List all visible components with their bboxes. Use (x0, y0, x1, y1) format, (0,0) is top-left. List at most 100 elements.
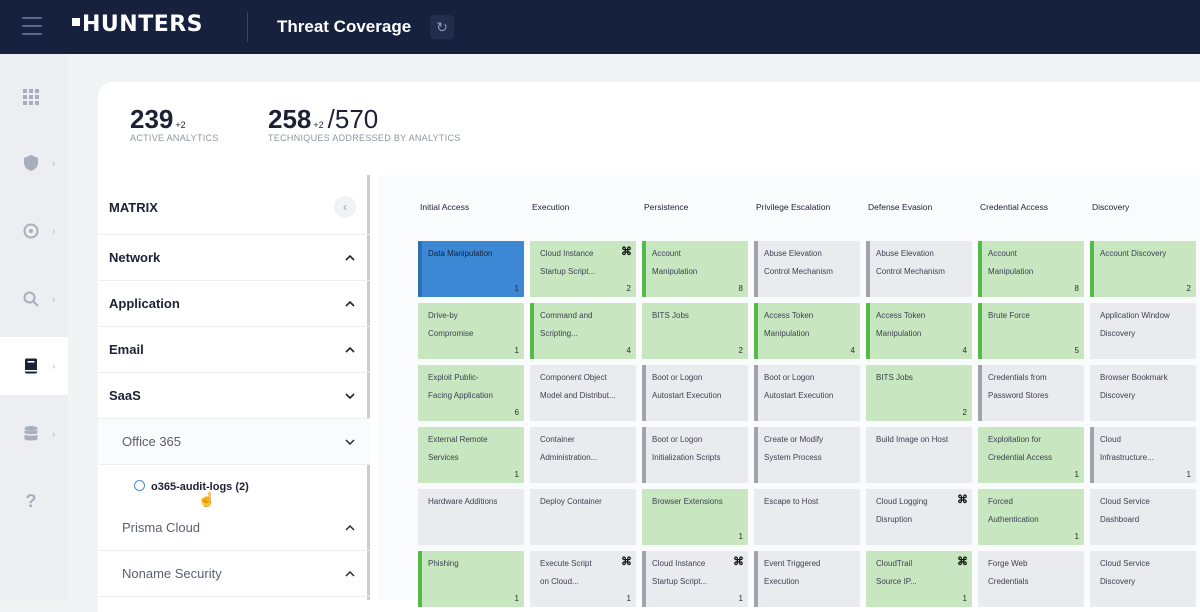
technique-cell-cloud-logging-disruption[interactable]: Cloud Logging Disruption ⌘ (866, 489, 972, 545)
analytics-count: 1 (514, 284, 519, 293)
rail-item-help[interactable]: ? (0, 472, 68, 530)
technique-cell-escape-to-host[interactable]: Escape to Host (754, 489, 860, 545)
technique-cell-cloud-infrastructure[interactable]: Cloud Infrastructure... 1 (1090, 427, 1196, 483)
section-network[interactable]: Network (98, 235, 370, 281)
technique-cell-credentials-from-password-stores[interactable]: Credentials from Password Stores (978, 365, 1084, 421)
rail-item-data[interactable]: › (0, 405, 68, 463)
coverage-bar (642, 551, 646, 607)
sub-technique-icon[interactable]: ⌘ (621, 246, 632, 258)
coverage-bar (642, 241, 646, 297)
technique-cell-bits-jobs[interactable]: BITS Jobs 2 (642, 303, 748, 359)
technique-cell-application-window-discovery[interactable]: Application Window Discovery (1090, 303, 1196, 359)
technique-cell-boot-or-logon-autostart-execution[interactable]: Boot or Logon Autostart Execution (642, 365, 748, 421)
technique-cell-account-manipulation[interactable]: Account Manipulation 8 (978, 241, 1084, 297)
technique-cell-abuse-elevation-control-mechanism[interactable]: Abuse Elevation Control Mechanism (866, 241, 972, 297)
technique-cell-brute-force[interactable]: Brute Force 5 (978, 303, 1084, 359)
chevron-up-icon[interactable] (344, 344, 356, 356)
technique-cell-deploy-container[interactable]: Deploy Container (530, 489, 636, 545)
technique-cell-build-image-on-host[interactable]: Build Image on Host (866, 427, 972, 483)
hunters-logo[interactable]: HUNTERS (72, 12, 203, 37)
analytics-count: 1 (514, 470, 519, 479)
chevron-up-icon[interactable] (344, 522, 356, 534)
sub-technique-icon[interactable]: ⌘ (621, 556, 632, 568)
technique-cell-access-token-manipulation[interactable]: Access Token Manipulation 4 (866, 303, 972, 359)
technique-name-cont: Services (428, 453, 459, 462)
sub-technique-icon[interactable]: ⌘ (733, 556, 744, 568)
technique-cell-exploit-public-facing-application[interactable]: Exploit Public- Facing Application 6 (418, 365, 524, 421)
technique-cell-execute-script-on-cloud[interactable]: Execute Script on Cloud... 1 ⌘ (530, 551, 636, 607)
chevron-up-icon[interactable] (344, 298, 356, 310)
technique-cell-container-administration[interactable]: Container Administration... (530, 427, 636, 483)
chevron-up-icon[interactable] (344, 252, 356, 264)
technique-cell-data-manipulation[interactable]: Data Manipulation 1 (418, 241, 524, 297)
technique-cell-command-and-scripting[interactable]: Command and Scripting... 4 (530, 303, 636, 359)
technique-cell-exploitation-for-credential-access[interactable]: Exploitation for Credential Access 1 (978, 427, 1084, 483)
technique-cell-forced-authentication[interactable]: Forced Authentication 1 (978, 489, 1084, 545)
technique-cell-account-manipulation[interactable]: Account Manipulation 8 (642, 241, 748, 297)
sub-technique-icon[interactable]: ⌘ (957, 556, 968, 568)
matrix-sidebar: MATRIX ‹ Network Application Email SaaS … (98, 175, 370, 600)
technique-cell-external-remote-services[interactable]: External Remote Services 1 (418, 427, 524, 483)
technique-name-cont: Model and Distribut... (540, 391, 616, 400)
analytics-count: 2 (962, 408, 967, 417)
section-application[interactable]: Application (98, 281, 370, 327)
technique-cell-cloud-instance-startup-script[interactable]: Cloud Instance Startup Script... 2 ⌘ (530, 241, 636, 297)
technique-cell-phishing[interactable]: Phishing 1 (418, 551, 524, 607)
technique-cell-hardware-additions[interactable]: Hardware Additions (418, 489, 524, 545)
technique-cell-cloudtrail-source-ip[interactable]: CloudTrail Source IP... 1 ⌘ (866, 551, 972, 607)
chevron-right-icon: › (52, 157, 56, 169)
technique-cell-access-token-manipulation[interactable]: Access Token Manipulation 4 (754, 303, 860, 359)
sub-technique-icon[interactable]: ⌘ (957, 494, 968, 506)
technique-cell-drive-by-compromise[interactable]: Drive-by Compromise 1 (418, 303, 524, 359)
chevron-right-icon: › (52, 293, 56, 305)
rail-item-library[interactable]: › (0, 337, 68, 395)
technique-name-cont: System Process (764, 453, 822, 462)
chevron-down-icon[interactable] (344, 390, 356, 402)
technique-cell-create-or-modify-system-process[interactable]: Create or Modify System Process (754, 427, 860, 483)
analytics-count: 2 (738, 346, 743, 355)
subsection-noname-security[interactable]: Noname Security (98, 551, 370, 597)
technique-cell-cloud-instance-startup-script[interactable]: Cloud Instance Startup Script... 1 ⌘ (642, 551, 748, 607)
analytics-count: 5 (1074, 346, 1079, 355)
technique-name: Cloud Logging (876, 497, 928, 506)
rail-item-targets[interactable]: › (0, 202, 68, 260)
coverage-bar (978, 365, 982, 421)
technique-name-cont: Password Stores (988, 391, 1049, 400)
technique-cell-cloud-service-dashboard[interactable]: Cloud Service Dashboard (1090, 489, 1196, 545)
technique-name: Browser Extensions (652, 497, 723, 506)
technique-cell-bits-jobs[interactable]: BITS Jobs 2 (866, 365, 972, 421)
refresh-icon[interactable]: ↻ (430, 15, 454, 39)
rail-item-dashboard[interactable] (0, 68, 68, 126)
technique-cell-browser-extensions[interactable]: Browser Extensions 1 (642, 489, 748, 545)
rail-item-security[interactable]: › (0, 134, 68, 192)
technique-name-cont: Control Mechanism (876, 267, 945, 276)
section-saas[interactable]: SaaS (98, 373, 370, 419)
coverage-bar (642, 365, 646, 421)
leaf-item-o365-audit-logs[interactable]: o365-audit-logs (2) (134, 479, 249, 493)
column-header-defense-evasion: Defense Evasion (868, 202, 933, 212)
technique-name-cont: Credentials (988, 577, 1029, 586)
chevron-down-icon[interactable] (344, 436, 356, 448)
technique-cell-boot-or-logon-initialization-scripts[interactable]: Boot or Logon Initialization Scripts (642, 427, 748, 483)
hamburger-menu-icon[interactable] (22, 17, 42, 35)
leaf-row[interactable]: o365-audit-logs (2) (98, 465, 370, 505)
nav-rail: › › › › › ? (0, 54, 68, 600)
subsection-office365[interactable]: Office 365 (98, 419, 370, 465)
technique-cell-cloud-service-discovery[interactable]: Cloud Service Discovery (1090, 551, 1196, 607)
section-label: Application (109, 296, 180, 311)
technique-cell-browser-bookmark-discovery[interactable]: Browser Bookmark Discovery (1090, 365, 1196, 421)
rail-item-search[interactable]: › (0, 270, 68, 328)
collapse-sidebar-button[interactable]: ‹ (334, 196, 356, 218)
technique-cell-account-discovery[interactable]: Account Discovery 2 (1090, 241, 1196, 297)
chevron-up-icon[interactable] (344, 568, 356, 580)
stat-techniques-total: /570 (327, 104, 379, 134)
technique-cell-event-triggered-execution[interactable]: Event Triggered Execution (754, 551, 860, 607)
technique-cell-abuse-elevation-control-mechanism[interactable]: Abuse Elevation Control Mechanism (754, 241, 860, 297)
technique-cell-component-object-model-and-distribut[interactable]: Component Object Model and Distribut... (530, 365, 636, 421)
technique-cell-boot-or-logon-autostart-execution[interactable]: Boot or Logon Autostart Execution (754, 365, 860, 421)
subsection-prisma-cloud[interactable]: Prisma Cloud (98, 505, 370, 551)
section-email[interactable]: Email (98, 327, 370, 373)
technique-name: Component Object (540, 373, 607, 382)
technique-name: Drive-by (428, 311, 458, 320)
technique-cell-forge-web-credentials[interactable]: Forge Web Credentials (978, 551, 1084, 607)
